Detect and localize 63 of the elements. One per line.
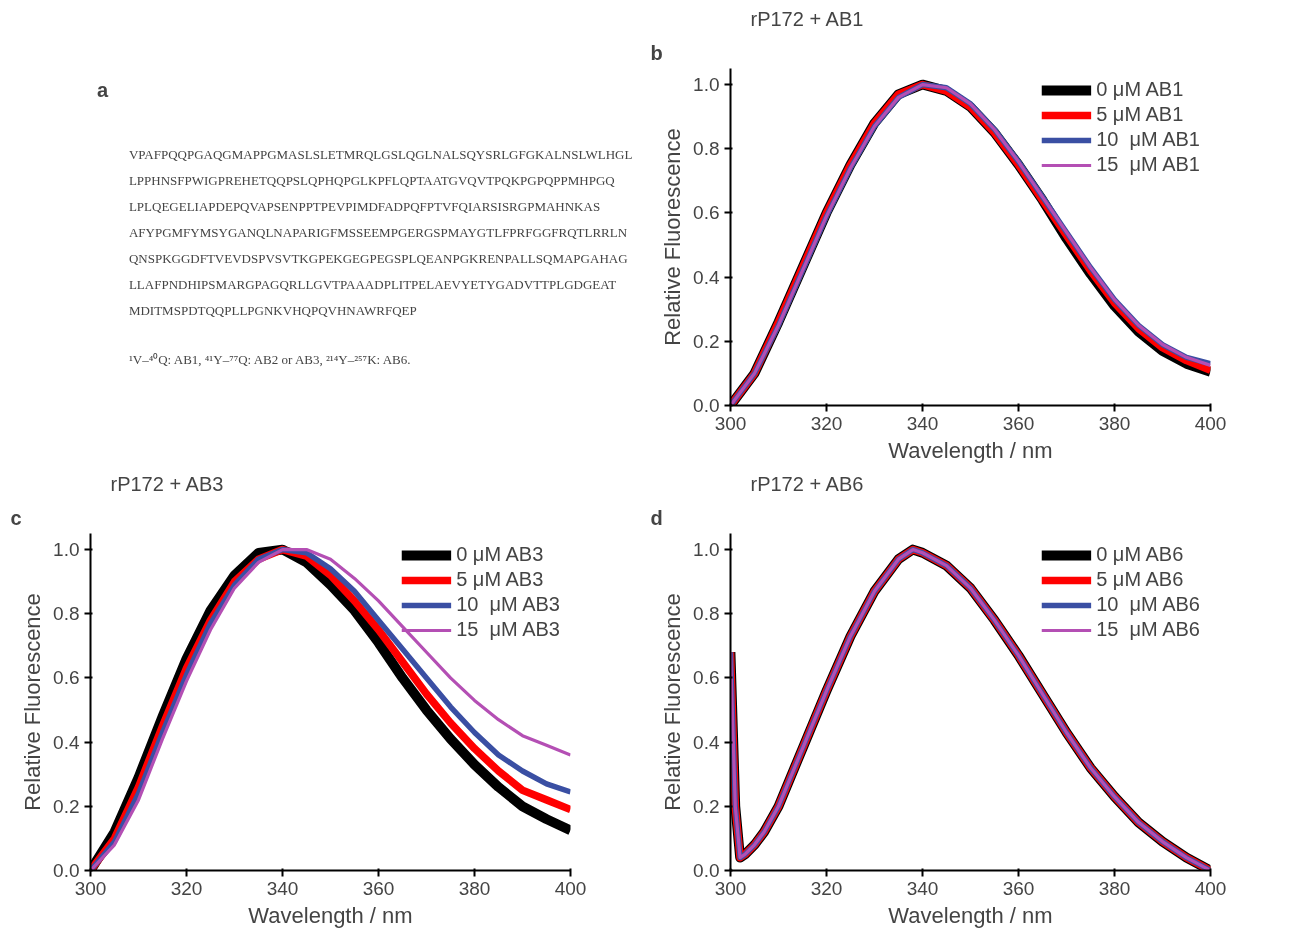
x-axis-title: Wavelength / nm <box>248 902 413 928</box>
text: MDITMSPDTQQPLLPGNKVHQPQVHNAWRFQEP <box>128 302 417 318</box>
legend-label: 10 μM AB6 <box>1096 593 1200 616</box>
x-tick-label: 380 <box>1098 877 1131 899</box>
x-tick-label: 380 <box>458 877 491 899</box>
text: QNSPKGGDFTVEVDSPVSVTKGPEKGEGPEGSPLQEANPGKRENPALLSQMAPGAHAG <box>128 250 628 266</box>
x-tick-label: 400 <box>554 877 587 899</box>
chart-title: rP172 + AB3 <box>110 472 224 495</box>
legend-label: 0 μM AB3 <box>456 543 544 566</box>
y-tick-label: 0.8 <box>693 138 720 160</box>
chart-title: rP172 + AB6 <box>750 472 864 495</box>
y-tick-label: 0.4 <box>53 731 80 753</box>
x-tick-label: 320 <box>170 877 203 899</box>
y-tick-label: 1.0 <box>53 539 80 561</box>
y-axis-title: Relative Fluorescence <box>660 128 686 346</box>
text: c <box>10 506 22 529</box>
y-tick-label: 0.8 <box>693 603 720 625</box>
legend-label: 5 μM AB3 <box>456 568 544 591</box>
x-axis-title: Wavelength / nm <box>888 437 1053 463</box>
y-tick-label: 0.6 <box>53 667 80 689</box>
y-tick-label: 0.4 <box>693 731 720 753</box>
x-tick-label: 400 <box>1194 412 1227 434</box>
x-axis-title: Wavelength / nm <box>888 902 1053 928</box>
y-tick-label: 0.8 <box>53 603 80 625</box>
text: LPLQEGELIAPDEPQVAPSENPPTPEVPIMDFADPQFPTVFQIARSISRGPMAHNKAS <box>128 198 601 214</box>
legend-label: 5 μM AB1 <box>1096 103 1184 126</box>
text: AFYPGMFYMSYGANQLNAPARIGFMSSEEMPGERGSPMAYGTLFPRFGGFRQTLRRLN <box>128 224 628 240</box>
y-tick-label: 1.0 <box>693 539 720 561</box>
y-axis-title: Relative Fluorescence <box>20 593 46 811</box>
x-tick-label: 340 <box>906 412 939 434</box>
legend-label: 10 μM AB3 <box>456 593 560 616</box>
x-tick-label: 360 <box>362 877 395 899</box>
legend-label: 10 μM AB1 <box>1096 128 1200 151</box>
text: LPPHNSFPWIGPREHETQQPSLQPHQPGLKPFLQPTAATGVQVTPQKPGPQPPMHPGQ <box>128 172 616 188</box>
x-tick-label: 320 <box>810 877 843 899</box>
x-tick-label: 380 <box>1098 412 1131 434</box>
legend-label: 15 μM AB6 <box>1096 618 1200 641</box>
y-tick-label: 1.0 <box>693 74 720 96</box>
y-tick-label: 0.2 <box>53 795 80 817</box>
text: d <box>650 506 663 529</box>
y-tick-label: 0.2 <box>693 795 720 817</box>
y-axis-title: Relative Fluorescence <box>660 593 686 811</box>
y-tick-label: 0.6 <box>693 202 720 224</box>
text: b <box>650 41 663 64</box>
legend-label: 0 μM AB1 <box>1096 78 1184 101</box>
text: VPAFPQQPGAQGMAPPGMASLSLETMRQLGSLQGLNALSQYSRLGFGKALNSLWLHGL <box>128 146 633 162</box>
legend-label: 0 μM AB6 <box>1096 543 1184 566</box>
y-tick-label: 0.2 <box>693 330 720 352</box>
y-tick-label: 0.6 <box>693 667 720 689</box>
x-tick-label: 340 <box>266 877 299 899</box>
x-tick-label: 400 <box>1194 877 1227 899</box>
chart-title: rP172 + AB1 <box>750 7 864 30</box>
legend-label: 15 μM AB1 <box>1096 153 1200 176</box>
x-tick-label: 360 <box>1002 877 1035 899</box>
x-tick-label: 320 <box>810 412 843 434</box>
text: ¹V–⁴⁰Q: AB1, ⁴¹Y–⁷⁷Q: AB2 or AB3, ²¹⁴Y–²⁵⁷K: AB6. <box>128 352 411 368</box>
text: LLAFPNDHIPSMARGPAGQRLLGVTPAAADPLITPELAEVYETYGADVTTPLGDGEAT <box>128 276 617 292</box>
y-tick-label: 0.4 <box>693 266 720 288</box>
legend-label: 5 μM AB6 <box>1096 568 1184 591</box>
legend-label: 15 μM AB3 <box>456 618 560 641</box>
x-tick-label: 360 <box>1002 412 1035 434</box>
text: a <box>96 79 109 102</box>
x-tick-label: 340 <box>906 877 939 899</box>
